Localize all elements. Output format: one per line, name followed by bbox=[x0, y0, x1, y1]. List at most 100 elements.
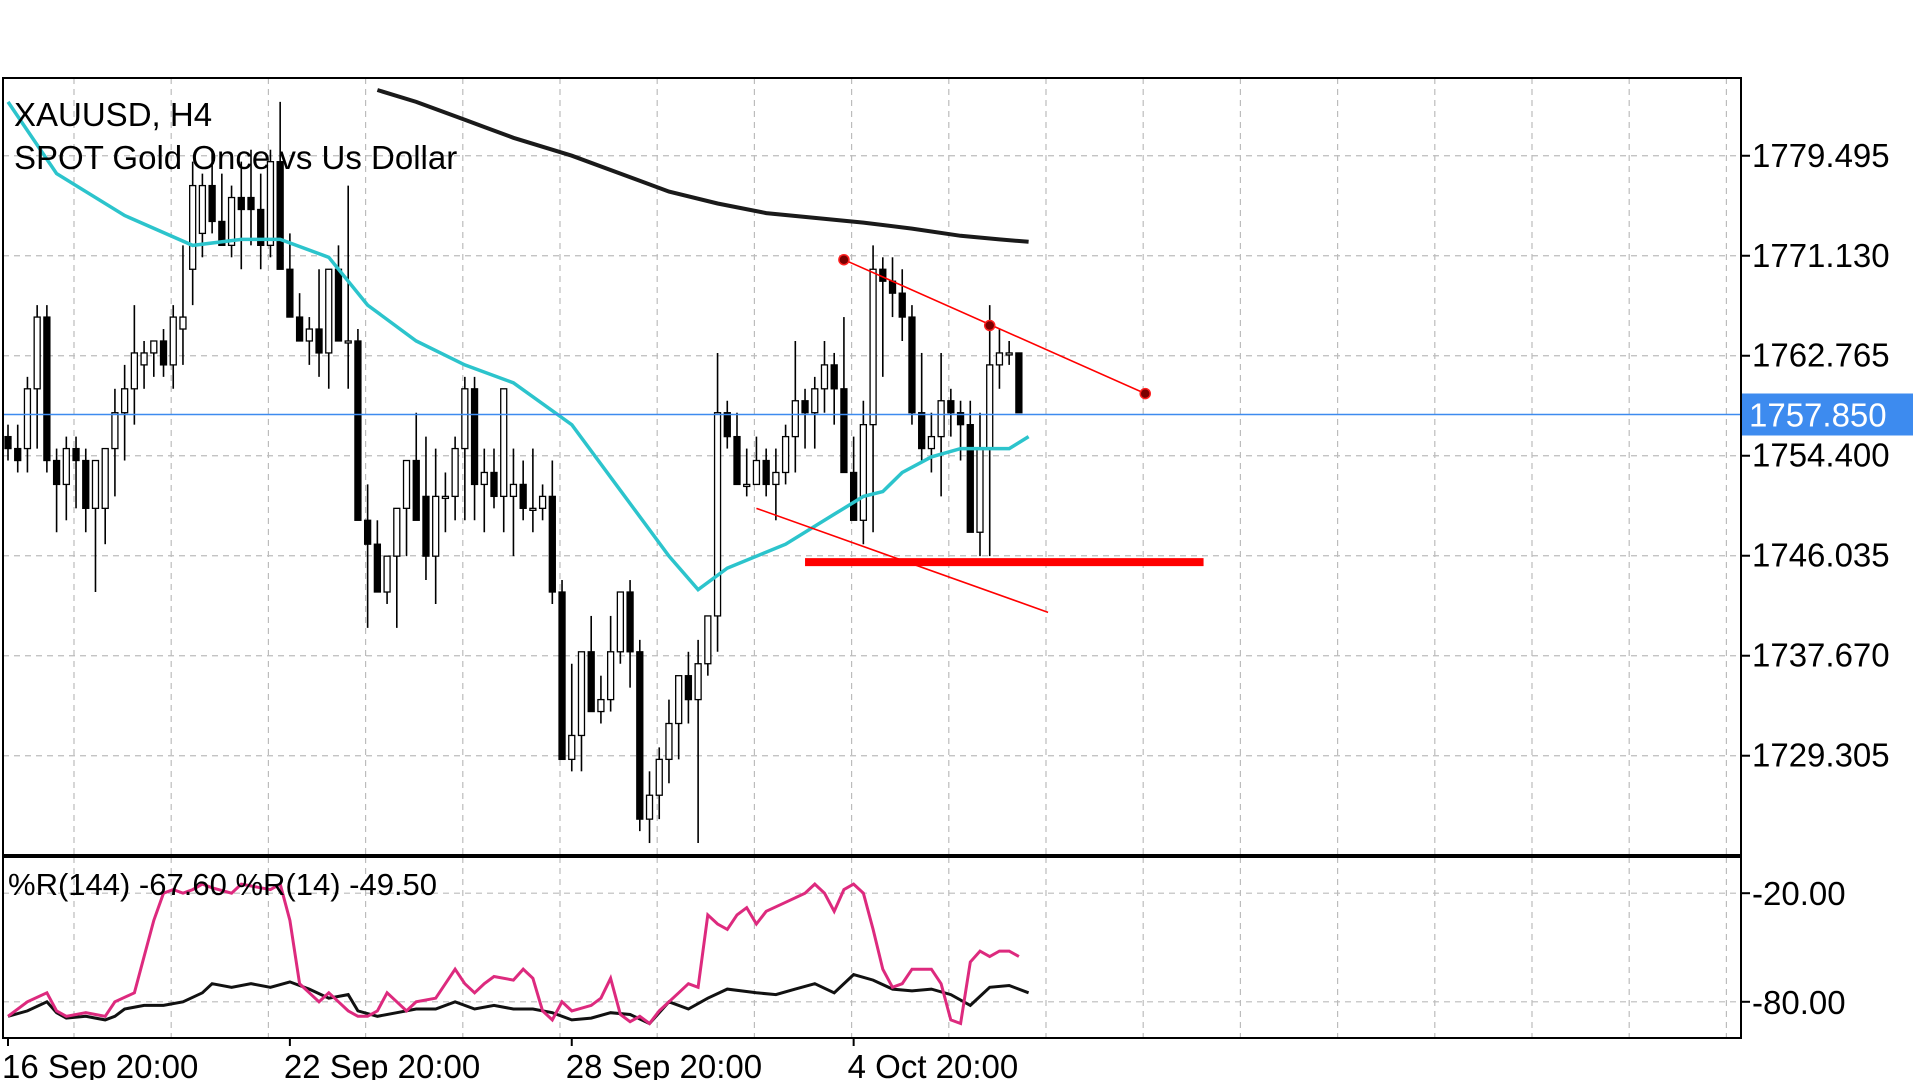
candle bbox=[23, 376, 32, 473]
bullish-candle-body bbox=[480, 471, 488, 486]
bearish-candle-body bbox=[636, 651, 644, 820]
candle bbox=[597, 675, 605, 724]
candle bbox=[150, 340, 158, 377]
time-axis-label: 22 Sep 20:00 bbox=[284, 1048, 480, 1080]
candle bbox=[1005, 340, 1013, 365]
candle bbox=[908, 305, 916, 425]
candle bbox=[334, 245, 343, 342]
bullish-candle-body bbox=[432, 495, 440, 557]
candle bbox=[120, 364, 129, 461]
oscillator-grid bbox=[3, 857, 1741, 1038]
candle bbox=[675, 675, 683, 760]
bullish-candle-body bbox=[101, 447, 109, 509]
bullish-candle-body bbox=[140, 352, 148, 366]
candle bbox=[665, 699, 673, 784]
candle bbox=[927, 412, 936, 473]
bearish-candle-body bbox=[315, 328, 323, 354]
bullish-candle-body bbox=[752, 459, 761, 486]
bearish-candle-body bbox=[276, 161, 284, 270]
candle bbox=[159, 329, 168, 377]
candle bbox=[694, 639, 702, 844]
candle bbox=[626, 580, 634, 688]
candle bbox=[830, 352, 838, 425]
bullish-candle-body bbox=[655, 758, 663, 796]
oscillator-panel-frame bbox=[2, 856, 1742, 1039]
bearish-candle-body bbox=[830, 364, 838, 390]
candle bbox=[412, 412, 420, 521]
candle bbox=[373, 520, 382, 593]
bearish-candle-body bbox=[626, 591, 634, 653]
bullish-candle-body bbox=[743, 483, 751, 488]
candle bbox=[402, 459, 411, 557]
bullish-candle-body bbox=[529, 507, 537, 511]
candle bbox=[655, 747, 663, 820]
current-price-label: 1757.850 bbox=[1749, 397, 1887, 434]
candle bbox=[383, 555, 391, 604]
price-axis-label: 1762.765 bbox=[1752, 337, 1890, 374]
candle bbox=[62, 436, 70, 521]
candle bbox=[733, 412, 741, 486]
bullish-candle-body bbox=[1005, 352, 1013, 356]
bearish-candle-body bbox=[733, 435, 741, 486]
bearish-candle-body bbox=[295, 316, 304, 342]
bullish-candle-body bbox=[713, 412, 722, 617]
bearish-candle-body bbox=[52, 459, 61, 486]
candle bbox=[208, 149, 216, 234]
candle bbox=[548, 460, 556, 604]
bullish-candle-body bbox=[461, 388, 469, 450]
bullish-candle-body bbox=[675, 675, 683, 725]
wpr-series-line bbox=[7, 881, 1020, 1026]
candle bbox=[14, 424, 22, 473]
candle bbox=[344, 185, 352, 389]
bullish-candle-body bbox=[927, 435, 936, 450]
bearish-candle-body bbox=[334, 268, 343, 342]
candle bbox=[849, 436, 858, 521]
current-price-line: 1757.850 bbox=[3, 393, 1913, 436]
bearish-candle-body bbox=[363, 519, 372, 545]
candle bbox=[956, 400, 965, 461]
bullish-candle-body bbox=[305, 328, 313, 342]
bullish-candle-body bbox=[937, 400, 945, 438]
bearish-candle-body bbox=[159, 340, 168, 366]
bearish-candle-body bbox=[918, 412, 926, 450]
candle bbox=[606, 615, 615, 712]
bullish-candle-body bbox=[325, 268, 333, 354]
bullish-candle-body bbox=[451, 447, 459, 498]
price-axis-label: 1754.400 bbox=[1752, 437, 1890, 474]
candle bbox=[432, 448, 440, 604]
bullish-candle-body bbox=[91, 459, 100, 509]
bearish-candle-body bbox=[208, 184, 216, 223]
candle bbox=[130, 305, 139, 425]
bearish-candle-body bbox=[218, 220, 226, 247]
bearish-candle-body bbox=[840, 388, 848, 474]
bearish-candle-body bbox=[354, 340, 362, 521]
candle bbox=[587, 615, 595, 713]
bullish-candle-body bbox=[120, 388, 129, 414]
candle bbox=[470, 376, 479, 521]
bullish-candle-body bbox=[694, 663, 702, 701]
candle bbox=[781, 424, 790, 485]
bearish-candle-body bbox=[286, 268, 294, 318]
time-axis-label: 4 Oct 20:00 bbox=[848, 1048, 1019, 1080]
candle bbox=[986, 305, 994, 557]
bullish-candle-body bbox=[811, 388, 819, 414]
candle bbox=[966, 400, 974, 533]
candle bbox=[577, 651, 586, 772]
candle bbox=[723, 400, 731, 449]
bearish-candle-body bbox=[490, 471, 498, 498]
bullish-candle-body bbox=[665, 722, 673, 761]
candle bbox=[1015, 352, 1023, 414]
chart-title: XAUUSD, H4 bbox=[14, 96, 212, 133]
candle bbox=[558, 580, 566, 761]
bearish-candle-body bbox=[470, 388, 479, 486]
bullish-candle-body bbox=[976, 447, 984, 533]
bullish-candle-body bbox=[772, 471, 780, 486]
bullish-candle-body bbox=[781, 435, 790, 474]
bearish-candle-body bbox=[956, 412, 965, 426]
candle bbox=[801, 388, 809, 449]
bullish-candle-body bbox=[645, 794, 654, 820]
price-axis-label: 1746.035 bbox=[1752, 537, 1890, 574]
bearish-candle-body bbox=[14, 447, 22, 462]
candle bbox=[937, 352, 945, 497]
candle bbox=[976, 412, 984, 557]
